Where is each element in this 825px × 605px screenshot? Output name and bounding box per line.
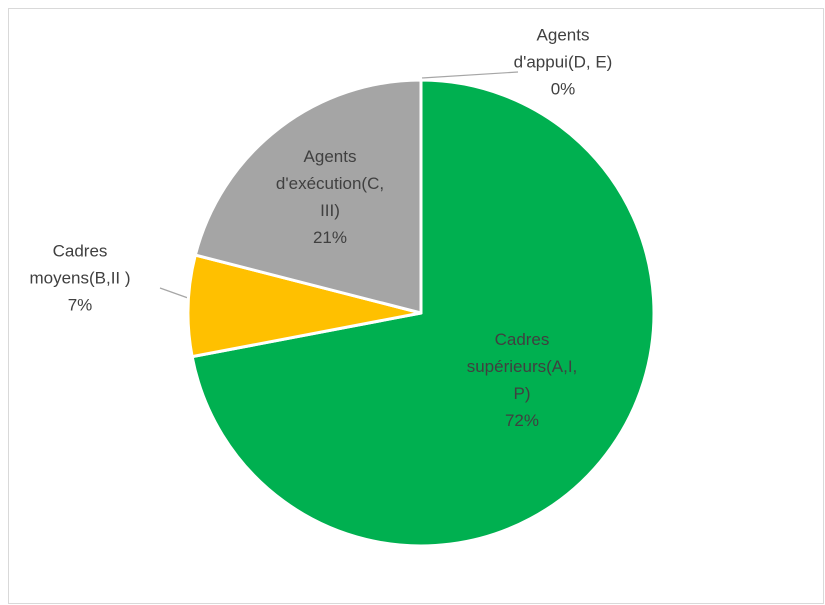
leader-line — [159, 287, 189, 299]
pie-slice — [186, 253, 423, 359]
value-label: 0% — [550, 79, 576, 99]
chart-frame — [8, 8, 824, 604]
value-label: 7% — [67, 295, 93, 315]
category-label: Agents d'appui(D, E) — [513, 25, 613, 72]
value-label: 21% — [312, 228, 348, 247]
pie-slice — [190, 78, 656, 548]
data-label: Agents d'appui(D, E) 0% — [514, 22, 613, 103]
category-label: Cadres moyens(B,II ) — [29, 241, 131, 288]
data-label: Cadres moyens(B,II ) 7% — [29, 238, 130, 319]
leader-line — [421, 71, 519, 79]
value-label: 72% — [504, 411, 540, 430]
data-label: Cadres supérieurs(A,I, P) 72% — [467, 326, 578, 434]
data-label: Agents d'exécution(C, III) 21% — [276, 143, 384, 251]
pie-slice — [193, 78, 423, 315]
category-label: Agents d'exécution(C, III) — [275, 147, 385, 220]
category-label: Cadres supérieurs(A,I, P) — [466, 330, 578, 403]
